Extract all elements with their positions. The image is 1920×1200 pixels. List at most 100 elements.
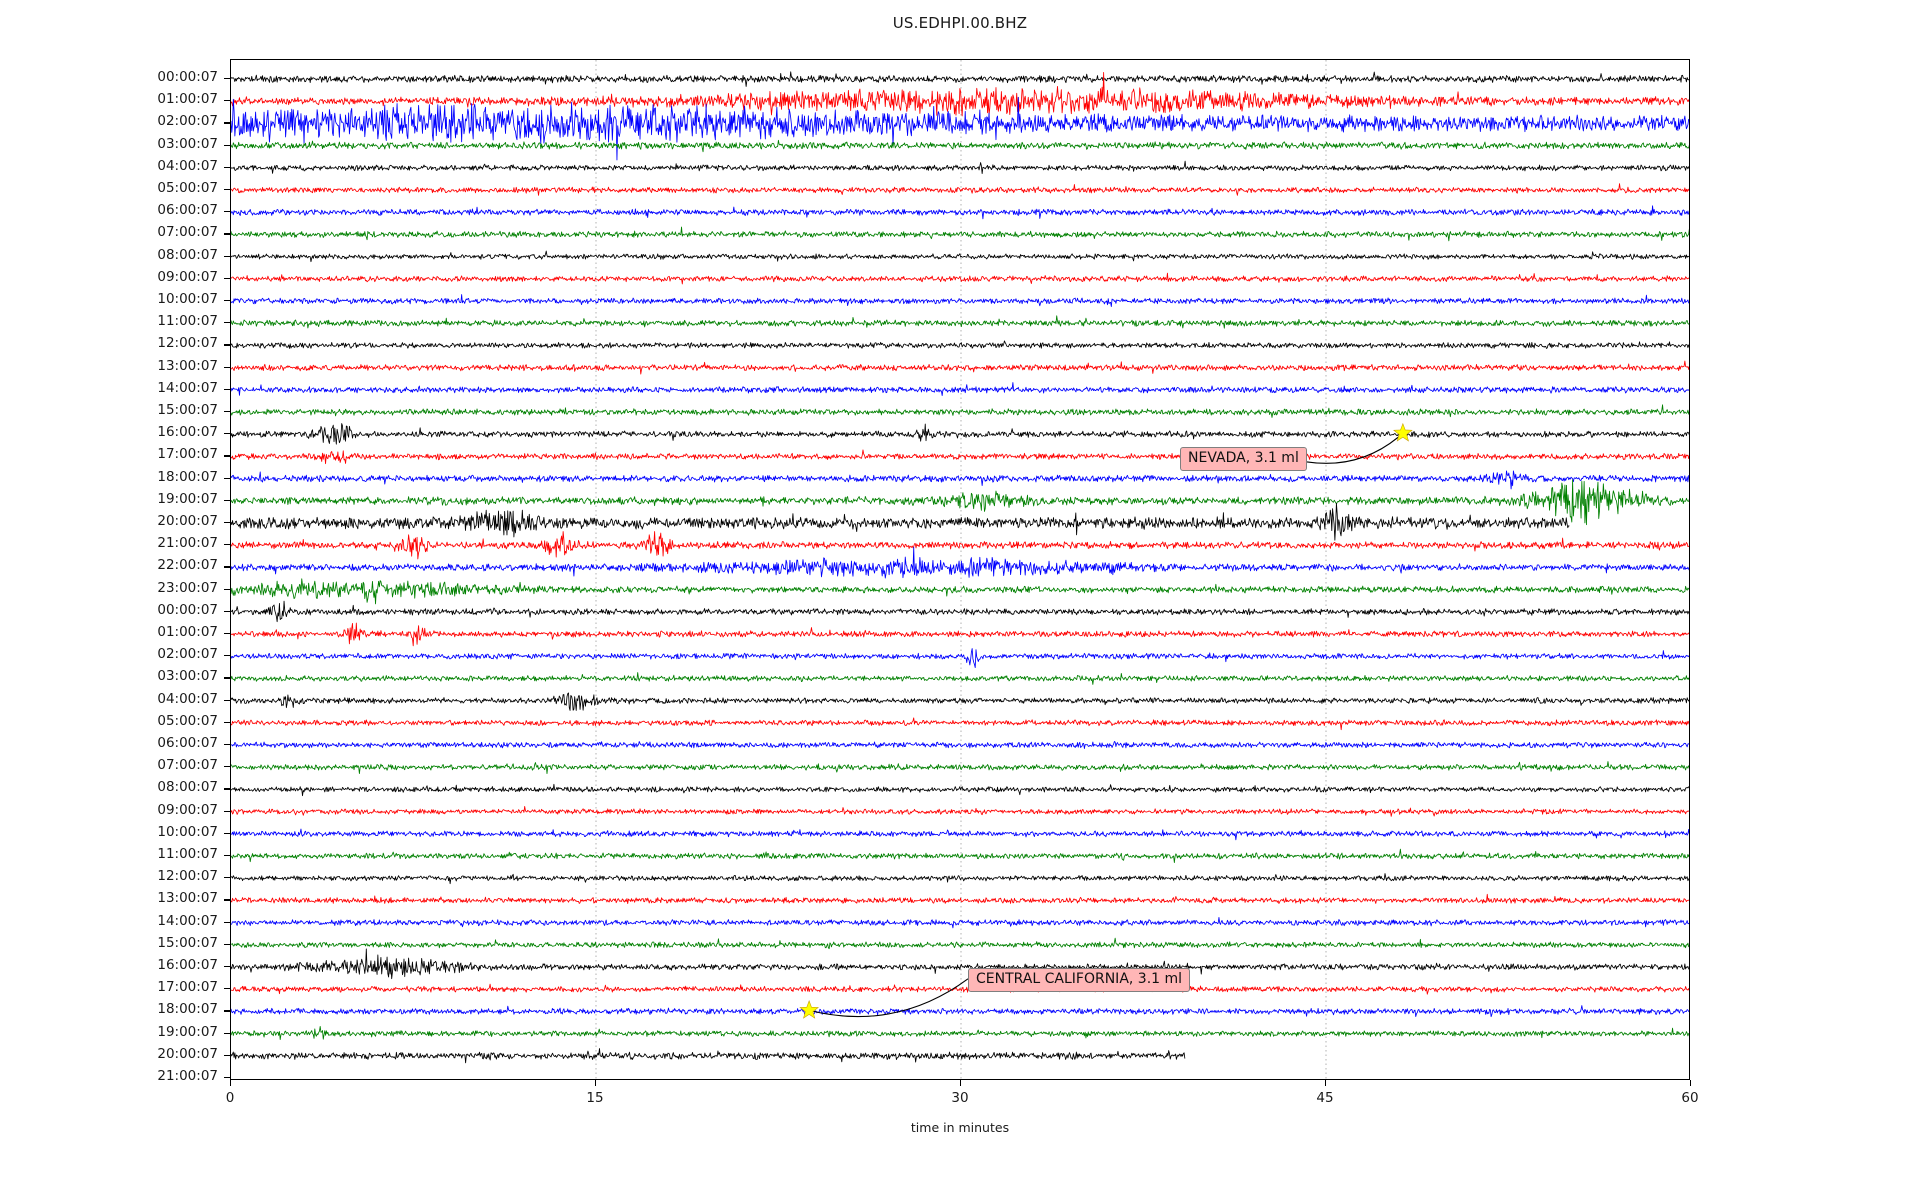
y-axis-tick-mark	[224, 1032, 230, 1034]
y-axis-tick-mark	[224, 832, 230, 834]
y-axis-tick-mark	[224, 411, 230, 413]
seismic-trace	[231, 948, 1689, 980]
seismic-trace	[231, 546, 1689, 579]
seismic-trace	[231, 404, 1689, 418]
page-title: US.EDHPI.00.BHZ	[892, 14, 1028, 32]
y-axis-tick-mark	[224, 943, 230, 945]
y-axis-tick-mark	[224, 677, 230, 679]
seismic-trace	[231, 139, 1689, 153]
x-axis-tick-mark	[960, 1080, 962, 1086]
y-axis-tick-label: 05:00:07	[157, 180, 218, 196]
y-axis-tick-mark	[224, 610, 230, 612]
y-axis-tick-label: 13:00:07	[157, 357, 218, 374]
seismic-trace	[231, 761, 1689, 775]
y-axis-tick-mark	[224, 344, 230, 346]
y-axis-tick-mark	[224, 144, 230, 146]
y-axis-tick-mark	[224, 189, 230, 191]
y-axis-tick-label: 12:00:07	[157, 335, 218, 352]
y-axis-tick-mark	[224, 255, 230, 257]
x-axis-tick-label: 30	[951, 1090, 969, 1106]
y-axis-tick-label: 15:00:07	[157, 402, 218, 418]
seismic-trace	[231, 205, 1689, 220]
y-axis-tick-label: 19:00:07	[157, 490, 218, 507]
y-axis-tick-label: 02:00:07	[157, 646, 218, 663]
seismic-trace	[231, 272, 1689, 285]
annotation-label-central-california[interactable]: CENTRAL CALIFORNIA, 3.1 ml	[968, 968, 1191, 993]
y-axis-tick-mark	[224, 855, 230, 857]
seismic-trace	[231, 96, 1689, 161]
seismic-trace	[231, 382, 1689, 396]
seismic-trace	[231, 828, 1689, 841]
y-axis-tick-label: 16:00:07	[157, 957, 218, 973]
y-axis-tick-label: 07:00:07	[157, 757, 218, 774]
y-axis-tick-label: 08:00:07	[157, 246, 218, 263]
seismic-trace	[231, 937, 1689, 950]
y-axis-tick-label: 15:00:07	[157, 934, 218, 951]
y-axis-tick-mark	[224, 388, 230, 390]
y-axis-tick-mark	[224, 1077, 230, 1079]
y-axis-tick-label: 13:00:07	[157, 890, 218, 907]
x-axis-label: time in minutes	[910, 1120, 1010, 1135]
x-axis-tick-mark	[595, 1080, 597, 1086]
y-axis-tick-label: 14:00:07	[157, 379, 218, 396]
x-axis-tick-label: 15	[586, 1090, 604, 1106]
seismic-trace	[231, 578, 1689, 605]
y-axis-tick-mark	[224, 1010, 230, 1012]
seismic-trace	[231, 502, 1570, 541]
y-axis-tick-mark	[224, 721, 230, 723]
y-axis-tick-mark	[224, 322, 230, 324]
seismic-trace	[231, 600, 1689, 623]
y-axis-tick-label: 22:00:07	[157, 557, 218, 574]
y-axis-tick-label: 01:00:07	[157, 91, 218, 108]
y-axis-tick-label: 20:00:07	[157, 1045, 218, 1062]
annotation-label-nevada[interactable]: NEVADA, 3.1 ml	[1180, 447, 1307, 472]
seismic-trace	[231, 531, 1689, 560]
seismic-trace	[231, 873, 1689, 885]
seismic-trace	[231, 692, 1689, 711]
y-axis-tick-mark	[224, 122, 230, 124]
seismic-trace	[231, 360, 1689, 375]
y-axis-tick-label: 04:00:07	[157, 690, 218, 707]
x-axis-tick-mark	[230, 1080, 232, 1086]
y-axis-tick-mark	[224, 810, 230, 812]
seismic-trace	[231, 917, 1689, 929]
seismic-trace	[231, 893, 1689, 905]
y-axis-tick-label: 11:00:07	[157, 313, 218, 330]
y-axis-tick-label: 00:00:07	[157, 601, 218, 618]
y-axis-tick-label: 04:00:07	[157, 157, 218, 174]
seismic-trace	[231, 672, 1689, 685]
y-axis-tick-mark	[224, 655, 230, 657]
y-axis-tick-mark	[224, 166, 230, 168]
x-axis-tick-mark	[1690, 1080, 1692, 1086]
y-axis-tick-label: 03:00:07	[157, 135, 218, 152]
y-axis-tick-label: 14:00:07	[157, 912, 218, 929]
trace-canvas	[231, 60, 1689, 1079]
y-axis-tick-mark	[224, 699, 230, 701]
y-axis-tick-mark	[224, 566, 230, 568]
x-axis-tick-label: 0	[225, 1090, 235, 1106]
seismic-trace	[231, 340, 1689, 349]
seismic-trace	[231, 71, 1689, 87]
seismic-trace	[231, 226, 1689, 242]
seismic-trace	[231, 449, 1689, 465]
y-axis-tick-mark	[224, 277, 230, 279]
seismic-trace	[231, 622, 1689, 647]
y-axis-tick-mark	[224, 1054, 230, 1056]
y-axis-tick-mark	[224, 899, 230, 901]
seismic-trace	[231, 806, 1689, 817]
seismic-trace	[231, 315, 1689, 329]
y-axis-tick-mark	[224, 477, 230, 479]
y-axis-tick-label: 06:00:07	[157, 735, 218, 751]
y-axis-tick-mark	[224, 633, 230, 635]
seismic-trace	[231, 783, 1689, 797]
seismic-trace	[231, 72, 1689, 117]
y-axis-tick-label: 10:00:07	[157, 291, 218, 307]
y-axis-tick-label: 06:00:07	[157, 202, 218, 219]
y-axis-tick-mark	[224, 366, 230, 368]
y-axis-tick-label: 18:00:07	[157, 1001, 218, 1018]
seismic-trace	[231, 648, 1689, 669]
y-axis-tick-label: 10:00:07	[157, 823, 218, 840]
y-axis-tick-label: 05:00:07	[157, 712, 218, 729]
y-axis-tick-mark	[224, 499, 230, 501]
x-axis-tick-label: 60	[1681, 1090, 1699, 1106]
